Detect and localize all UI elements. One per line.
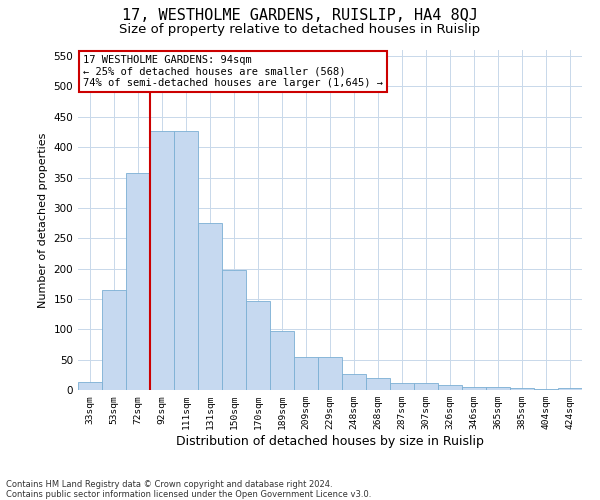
Bar [102, 290, 126, 390]
Text: 17, WESTHOLME GARDENS, RUISLIP, HA4 8QJ: 17, WESTHOLME GARDENS, RUISLIP, HA4 8QJ [122, 8, 478, 22]
Bar [174, 130, 198, 390]
Bar [246, 300, 270, 390]
Bar [438, 385, 462, 390]
Bar [318, 356, 342, 390]
Bar [126, 172, 150, 390]
Bar [198, 223, 222, 390]
Bar [342, 374, 366, 390]
Bar [486, 387, 510, 390]
Text: Size of property relative to detached houses in Ruislip: Size of property relative to detached ho… [119, 22, 481, 36]
Bar [534, 389, 558, 390]
Bar [78, 382, 102, 390]
Bar [510, 388, 534, 390]
Y-axis label: Number of detached properties: Number of detached properties [38, 132, 48, 308]
Text: Contains HM Land Registry data © Crown copyright and database right 2024.
Contai: Contains HM Land Registry data © Crown c… [6, 480, 371, 499]
X-axis label: Distribution of detached houses by size in Ruislip: Distribution of detached houses by size … [176, 435, 484, 448]
Bar [366, 378, 390, 390]
Bar [222, 270, 246, 390]
Bar [150, 130, 174, 390]
Bar [558, 388, 582, 390]
Bar [414, 382, 438, 390]
Bar [462, 387, 486, 390]
Bar [390, 382, 414, 390]
Bar [294, 356, 318, 390]
Text: 17 WESTHOLME GARDENS: 94sqm
← 25% of detached houses are smaller (568)
74% of se: 17 WESTHOLME GARDENS: 94sqm ← 25% of det… [83, 55, 383, 88]
Bar [270, 331, 294, 390]
